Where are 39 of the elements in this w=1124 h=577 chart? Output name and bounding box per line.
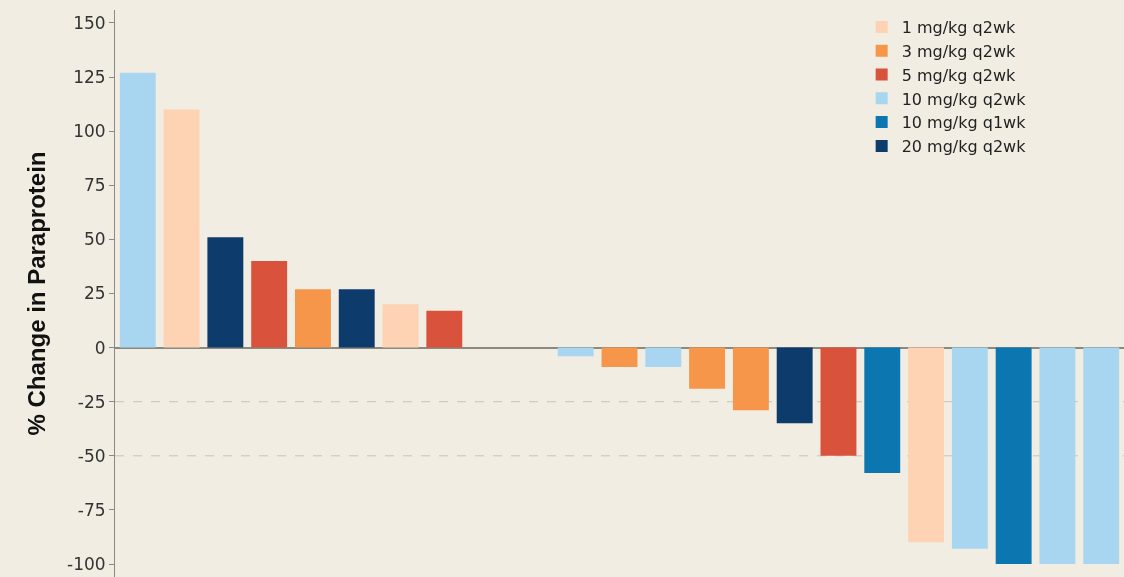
bar [995, 347, 1032, 565]
bar [163, 109, 200, 348]
y-axis-title: % Change in Paraprotein [23, 151, 51, 436]
y-tick-label: -25 [77, 391, 106, 412]
bar [820, 347, 857, 456]
bar [645, 347, 682, 368]
bar [294, 289, 331, 348]
legend-label: 20 mg/kg q2wk [901, 137, 1027, 157]
bar [951, 347, 988, 549]
bar [776, 347, 813, 424]
y-tick-label: 75 [83, 175, 106, 196]
bar [908, 347, 945, 543]
legend-label: 10 mg/kg q1wk [901, 113, 1027, 133]
bar [1039, 347, 1076, 565]
bar [601, 347, 638, 368]
bar [119, 72, 156, 348]
bar [1083, 347, 1120, 565]
legend-label: 10 mg/kg q2wk [901, 89, 1027, 109]
y-tick-label: 50 [83, 229, 106, 250]
y-tick-label: 150 [73, 12, 106, 33]
y-tick-label: 25 [83, 283, 106, 304]
bar [732, 347, 769, 411]
legend-label: 3 mg/kg q2wk [901, 41, 1016, 61]
y-tick-label: -100 [67, 553, 106, 574]
bar [338, 289, 375, 348]
legend-label: 5 mg/kg q2wk [901, 65, 1016, 85]
bar [557, 347, 594, 357]
y-tick-label: -50 [77, 445, 106, 466]
bar [864, 347, 901, 474]
y-tick-label: -75 [77, 499, 106, 520]
bar [426, 310, 463, 348]
y-tick-label: 0 [94, 337, 106, 358]
legend-label: 1 mg/kg q2wk [901, 18, 1016, 38]
bar [382, 304, 419, 348]
y-tick-label: 100 [73, 121, 106, 142]
bar [689, 347, 726, 389]
bar [207, 237, 244, 348]
bar [251, 261, 288, 348]
y-tick-label: 125 [73, 67, 106, 88]
